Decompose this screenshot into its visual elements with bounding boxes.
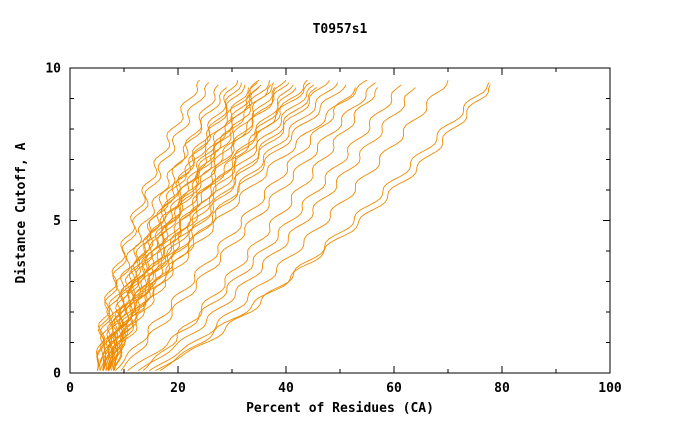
model-curve <box>159 84 491 371</box>
model-curve <box>149 80 449 371</box>
model-curve <box>105 84 347 371</box>
model-curve <box>113 84 294 371</box>
model-curve <box>113 87 276 371</box>
model-curve <box>107 82 290 371</box>
x-tick-label: 20 <box>170 381 186 396</box>
model-curve <box>110 87 318 371</box>
model-curve <box>103 84 314 371</box>
model-curve <box>113 82 339 371</box>
y-axis-label: Distance Cutoff, A <box>14 142 29 283</box>
model-curve <box>120 82 376 371</box>
model-curve <box>107 84 246 371</box>
model-curve <box>113 82 311 371</box>
model-curve <box>96 82 210 371</box>
model-curve <box>138 87 416 371</box>
model-curve <box>112 87 259 371</box>
model-curve <box>108 79 368 371</box>
y-tick-label: 10 <box>45 62 61 77</box>
model-curve <box>102 87 297 371</box>
model-curve <box>127 84 402 371</box>
plot-frame <box>69 67 611 374</box>
model-curve <box>99 80 271 371</box>
model-curve <box>142 87 378 371</box>
chart-title: T0957s1 <box>313 22 368 37</box>
model-curve <box>155 82 490 372</box>
x-tick-label: 100 <box>598 381 622 396</box>
x-tick-label: 0 <box>66 381 74 396</box>
x-axis-label: Percent of Residues (CA) <box>246 401 434 416</box>
model-curve <box>97 79 260 371</box>
plot-content: 0 20 40 60 80 100 0 5 10 <box>45 62 622 397</box>
model-curve <box>115 87 356 371</box>
y-tick-label: 5 <box>53 214 61 229</box>
x-tick-label: 60 <box>386 381 402 396</box>
model-curve <box>102 84 271 371</box>
y-tick-label: 0 <box>53 367 61 382</box>
x-tick-label: 40 <box>278 381 294 396</box>
model-curve <box>108 80 330 371</box>
x-tick-label: 80 <box>494 381 510 396</box>
